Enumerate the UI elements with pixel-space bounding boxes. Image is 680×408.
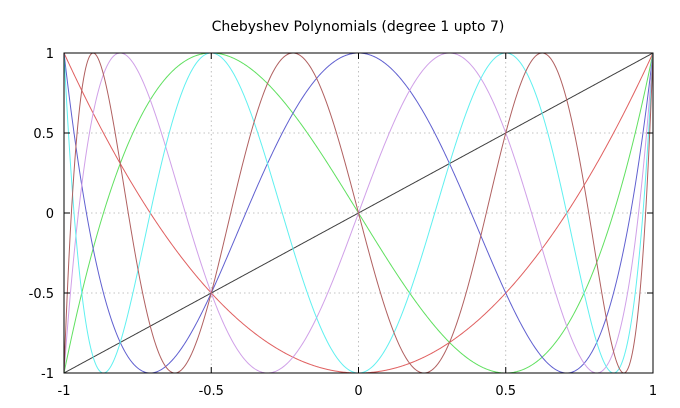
y-tick-label: 1	[46, 47, 54, 62]
y-tick-label: 0.5	[33, 127, 54, 142]
y-tick-label: 0	[46, 207, 54, 222]
series-line-degree-7	[63, 52, 654, 374]
x-tick-label: 0	[354, 384, 362, 399]
x-tick-label: 0.5	[495, 384, 516, 399]
x-tick-label: 1	[649, 384, 657, 399]
y-tick-label: -0.5	[29, 287, 54, 302]
y-tick-label: -1	[41, 367, 54, 382]
grid	[64, 53, 653, 373]
x-tick-label: -1	[58, 384, 71, 399]
chart-title: Chebyshev Polynomials (degree 1 upto 7)	[212, 19, 505, 35]
tick-labels: -1 -0.5 0 0.5 1 -1 -0.5 0 0.5 1	[29, 47, 658, 399]
x-tick-label: -0.5	[199, 384, 224, 399]
ticks	[63, 52, 654, 374]
